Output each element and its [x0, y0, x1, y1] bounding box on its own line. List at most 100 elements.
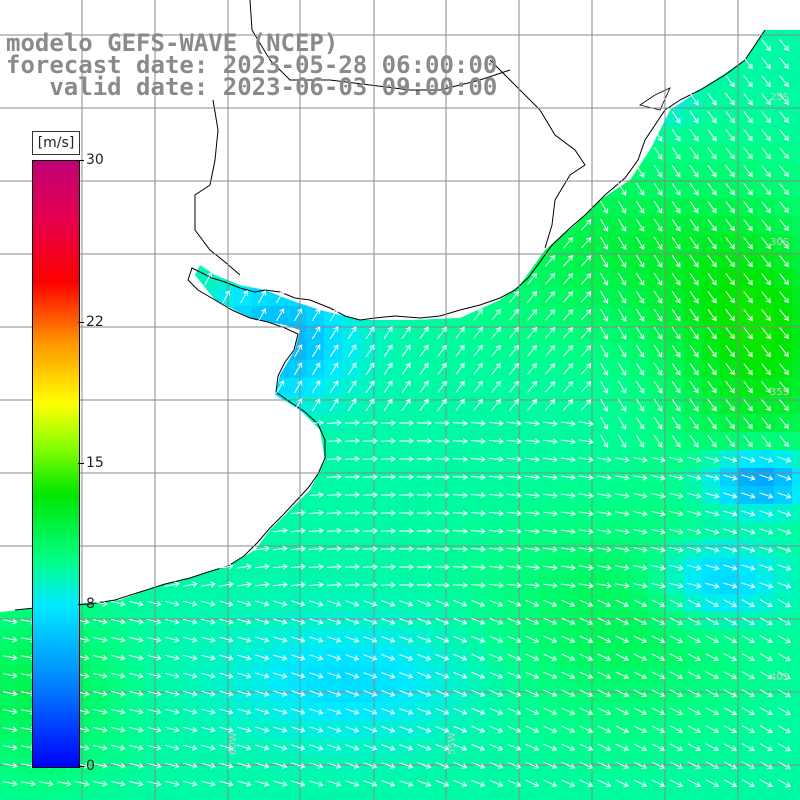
wind-arrow	[455, 380, 465, 393]
wind-arrow	[545, 362, 556, 375]
wind-arrow	[671, 290, 681, 304]
wind-arrow	[580, 381, 592, 393]
wind-arrow	[635, 434, 645, 448]
wind-arrow	[741, 761, 755, 770]
field-cell	[702, 144, 721, 163]
wind-arrow	[543, 653, 558, 661]
wind-arrow	[545, 290, 556, 303]
field-cell	[630, 720, 649, 739]
field-cell	[702, 342, 721, 361]
wind-arrow	[705, 564, 720, 571]
field-cell	[774, 126, 793, 145]
wind-arrow	[399, 492, 414, 498]
border-line	[194, 99, 241, 276]
wind-arrow	[291, 618, 306, 625]
wind-arrow	[689, 344, 699, 358]
wind-arrow	[491, 380, 501, 393]
wind-arrow	[687, 707, 702, 716]
wind-arrow	[506, 528, 522, 535]
colorbar-tickmark	[78, 604, 84, 606]
wind-arrow	[543, 456, 558, 463]
field-cell	[792, 396, 800, 415]
wind-arrow	[651, 689, 666, 698]
wind-arrow	[561, 599, 576, 607]
wind-arrow	[470, 492, 486, 499]
field-cell	[594, 774, 613, 793]
wind-arrow	[237, 708, 252, 715]
wind-arrow	[473, 326, 483, 339]
wind-arrow	[743, 435, 753, 448]
wind-arrow	[597, 546, 612, 553]
wind-arrow	[381, 726, 396, 733]
field-cell	[612, 288, 631, 307]
field-cell	[630, 396, 649, 415]
wind-arrow	[419, 362, 429, 375]
wind-arrow	[779, 201, 789, 214]
wind-arrow	[183, 672, 198, 679]
title-valid-date: valid date: 2023-06-03 09:00:00	[6, 73, 498, 101]
wind-arrow	[545, 254, 556, 267]
field-cell	[738, 252, 757, 271]
wind-arrow	[743, 165, 753, 178]
wind-arrow	[183, 636, 198, 643]
wind-arrow	[293, 398, 303, 412]
wind-arrow	[633, 510, 648, 517]
field-cell	[162, 792, 181, 800]
wind-arrow	[416, 582, 432, 589]
wind-arrow	[615, 761, 630, 769]
wind-arrow	[743, 75, 753, 88]
wind-arrow	[759, 546, 774, 553]
wind-arrow	[600, 344, 609, 358]
wind-arrow	[669, 456, 684, 463]
wind-arrow	[653, 272, 663, 286]
wind-arrow	[707, 345, 717, 358]
wind-arrow	[615, 635, 630, 643]
wind-arrow	[434, 492, 450, 499]
wind-arrow	[653, 218, 663, 232]
wind-arrow	[651, 528, 666, 535]
wind-arrow	[705, 617, 720, 626]
wind-arrow	[471, 617, 486, 625]
field-cell	[666, 270, 685, 289]
wind-arrow	[653, 200, 663, 214]
wind-arrow	[725, 327, 735, 340]
wind-arrow	[687, 456, 702, 463]
wind-arrow	[489, 617, 504, 625]
wind-arrow	[759, 743, 773, 752]
field-cell	[630, 216, 649, 235]
wind-arrow	[291, 780, 306, 787]
field-cell	[540, 648, 559, 667]
wind-arrow	[761, 201, 771, 214]
wind-arrow	[401, 326, 411, 339]
field-cell	[486, 792, 505, 800]
wind-arrow	[509, 362, 519, 375]
field-cell	[756, 666, 775, 685]
wind-arrow	[345, 744, 360, 751]
wind-arrow	[671, 164, 681, 178]
field-cell	[450, 594, 469, 613]
field-cell	[378, 792, 397, 800]
field-cell	[648, 432, 667, 451]
field-cell	[738, 684, 757, 703]
field-cell	[792, 234, 800, 253]
wind-arrow	[687, 564, 702, 571]
field-cell	[270, 306, 289, 325]
field-cell	[684, 432, 703, 451]
wind-arrow	[543, 582, 558, 589]
wind-arrow	[309, 600, 324, 607]
wind-arrow	[383, 380, 393, 394]
wind-arrow	[725, 273, 735, 286]
wind-arrow	[687, 528, 702, 535]
field-cell	[792, 126, 800, 145]
field-cell	[720, 684, 739, 703]
wind-arrow	[147, 690, 162, 697]
wind-arrow	[470, 564, 486, 571]
wind-arrow	[326, 473, 342, 480]
wind-arrow	[291, 726, 306, 733]
field-cell	[792, 594, 800, 613]
wind-arrow	[579, 671, 594, 679]
wind-arrow	[111, 600, 126, 607]
wind-arrow	[725, 309, 735, 322]
field-cell	[648, 774, 667, 793]
wind-arrow	[689, 434, 699, 448]
